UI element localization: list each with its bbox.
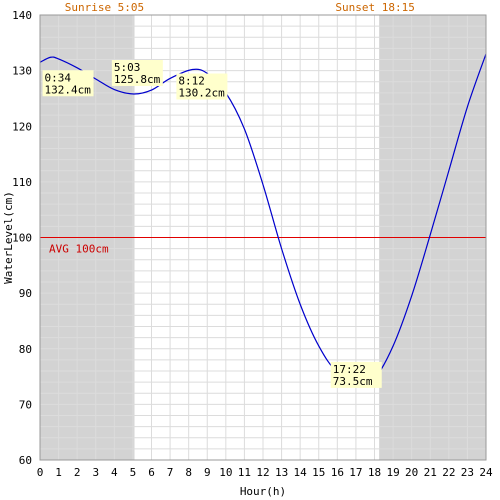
y-axis-title: WaterLevel(cm)	[2, 191, 15, 284]
y-tick-label: 100	[12, 232, 32, 245]
annotation-box	[176, 73, 228, 100]
x-tick-label: 23	[461, 466, 474, 479]
series-group	[39, 53, 487, 387]
water-level-line	[39, 53, 487, 387]
annotation-time: 5:03	[114, 61, 140, 74]
x-tick-label: 14	[294, 466, 308, 479]
annotation-box	[330, 361, 382, 388]
x-tick-label: 2	[74, 466, 81, 479]
x-tick-label: 0	[37, 466, 44, 479]
annotation-level: 125.8cm	[114, 73, 161, 86]
sunrise-label: Sunrise 5:05	[65, 1, 144, 14]
annotation-time: 0:34	[45, 71, 72, 84]
annotation-level: 132.4cm	[45, 83, 92, 96]
y-tick-label: 110	[12, 176, 32, 189]
annotation-level: 73.5cm	[333, 375, 373, 388]
x-tick-label: 16	[331, 466, 344, 479]
x-tick-label: 17	[349, 466, 362, 479]
x-axis-title: Hour(h)	[240, 485, 286, 498]
x-tick-label: 20	[405, 466, 418, 479]
x-tick-label: 24	[479, 466, 493, 479]
annotation-box	[111, 59, 163, 86]
x-tick-label: 8	[185, 466, 192, 479]
x-tick-label: 19	[386, 466, 399, 479]
annotation-time: 17:22	[333, 363, 366, 376]
tick-labels: 0 1 2 3 4 5 6 7 8 9 10 11 12 13 14 15 16 17 18 19 20 21 22 23 24…	[12, 9, 493, 479]
x-tick-label: 6	[148, 466, 155, 479]
x-tick-label: 3	[92, 466, 99, 479]
x-tick-label: 13	[275, 466, 288, 479]
x-tick-label: 21	[424, 466, 437, 479]
annotation-box	[42, 70, 94, 97]
annotation-time: 8:12	[178, 75, 205, 88]
sunset-label: Sunset 18:15	[335, 1, 414, 14]
y-tick-label: 60	[19, 454, 32, 467]
x-tick-label: 10	[219, 466, 232, 479]
annotation-level: 130.2cm	[178, 87, 225, 100]
x-tick-label: 4	[111, 466, 118, 479]
y-tick-label: 70	[19, 398, 32, 411]
x-tick-label: 12	[256, 466, 269, 479]
x-tick-label: 18	[368, 466, 381, 479]
x-tick-label: 22	[442, 466, 455, 479]
x-tick-label: 7	[167, 466, 174, 479]
plot-frame	[39, 14, 487, 461]
y-tick-label: 140	[12, 9, 32, 22]
y-tick-label: 120	[12, 120, 32, 133]
x-tick-label: 5	[130, 466, 137, 479]
plot-border	[39, 14, 487, 461]
y-tick-label: 90	[19, 287, 32, 300]
x-tick-label: 9	[204, 466, 211, 479]
x-tick-label: 1	[55, 466, 62, 479]
y-tick-label: 130	[12, 65, 32, 78]
y-tick-label: 80	[19, 343, 32, 356]
x-tick-label: 15	[312, 466, 325, 479]
x-tick-label: 11	[238, 466, 251, 479]
average-label: AVG 100cm	[49, 243, 109, 256]
sun-labels: Sunrise 5:05 Sunset 18:15	[65, 1, 415, 14]
average-line-group: AVG 100cm	[40, 237, 486, 256]
